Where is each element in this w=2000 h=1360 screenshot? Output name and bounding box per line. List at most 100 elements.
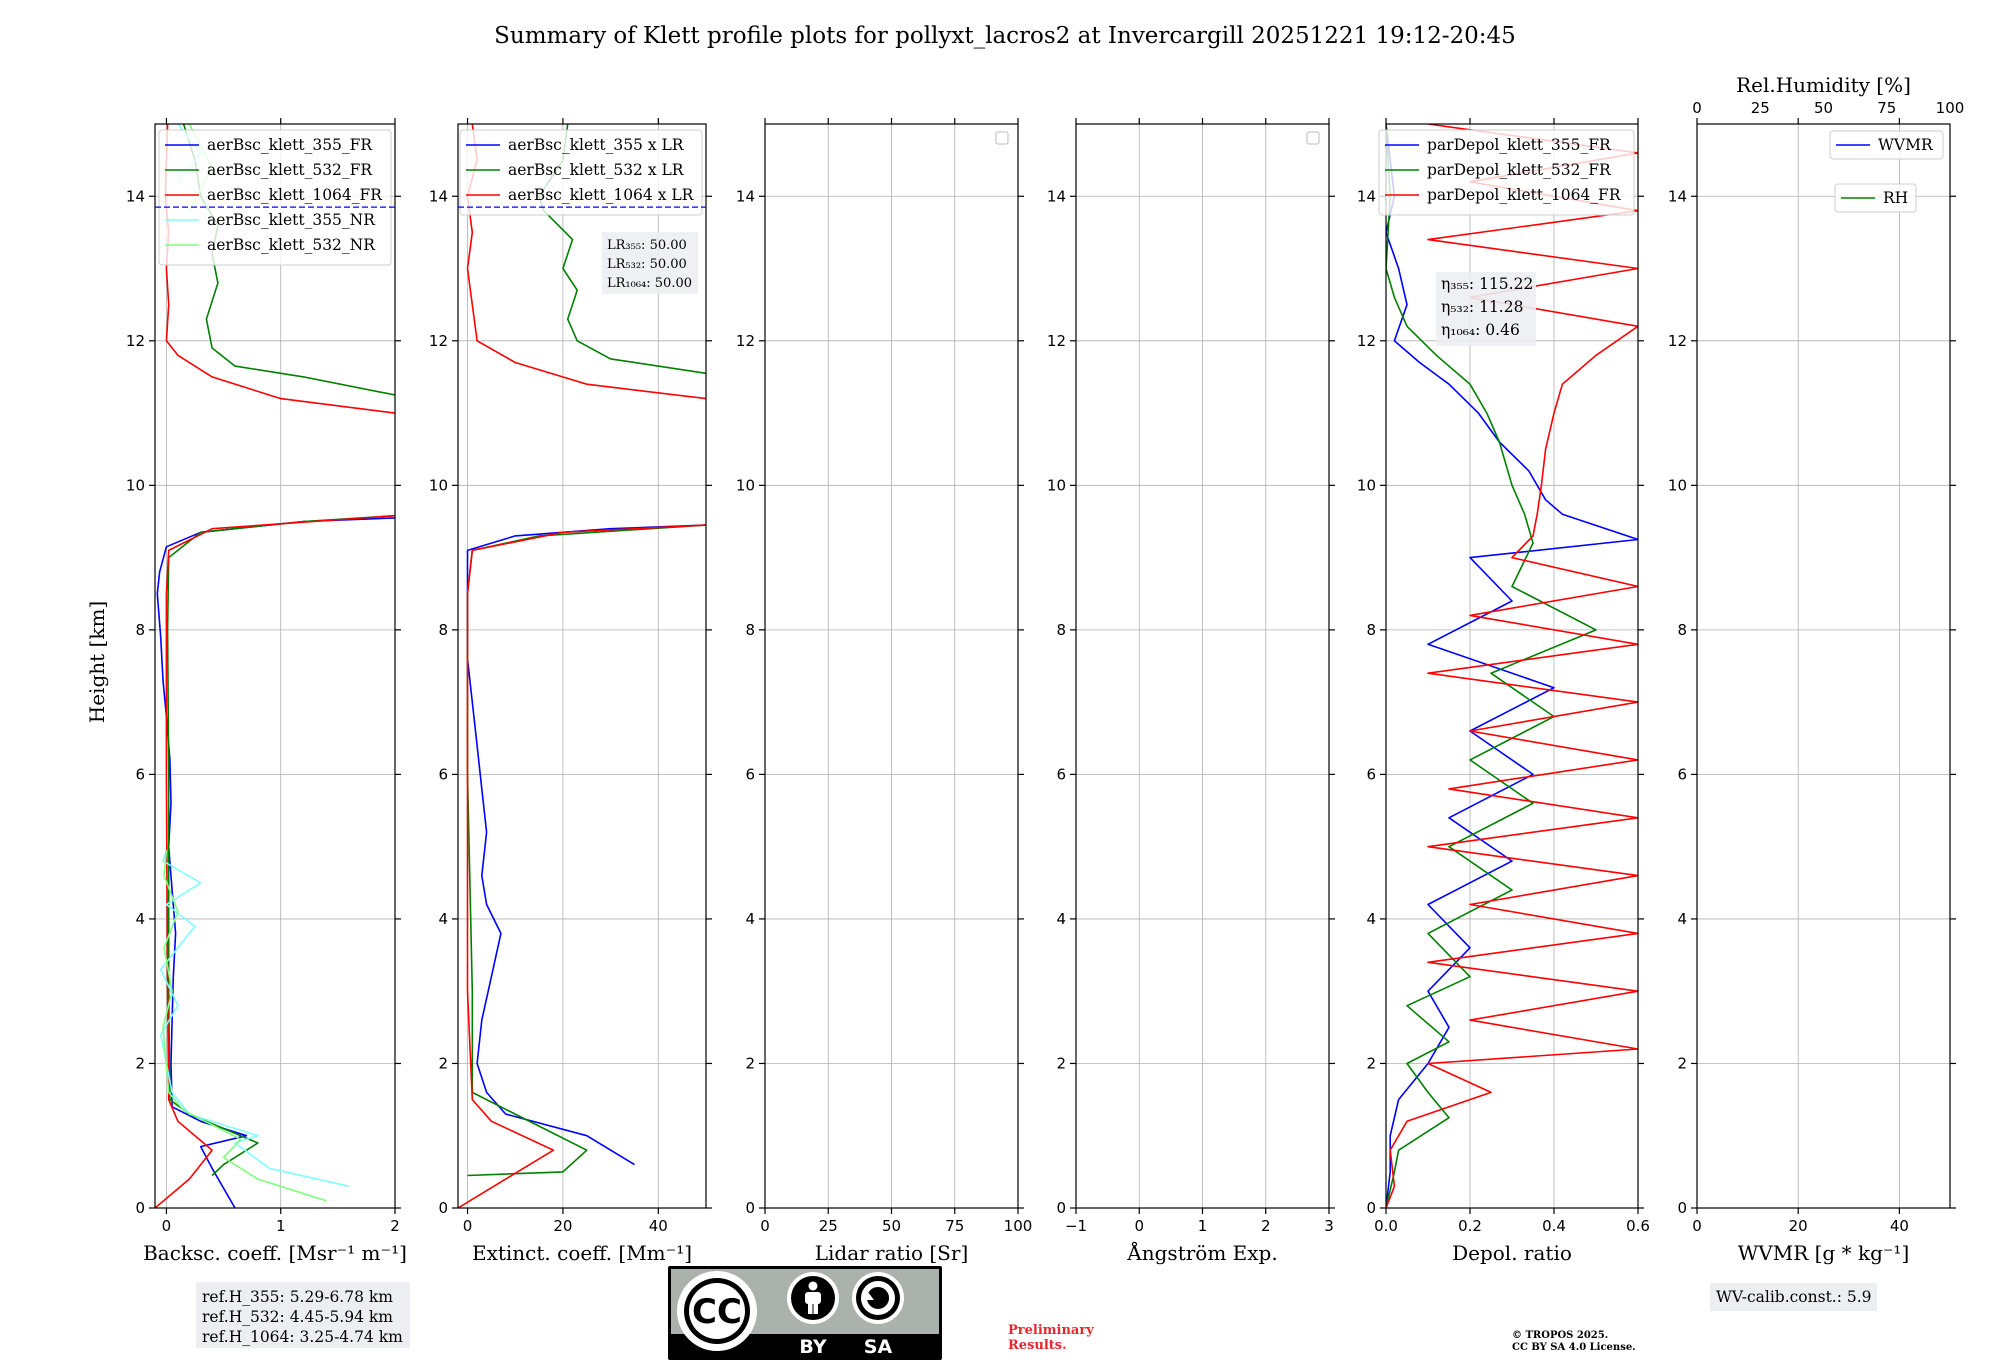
x-tick-label: 40	[1890, 1217, 1909, 1235]
y-tick-label: 14	[736, 187, 755, 205]
y-tick-label: 4	[438, 910, 448, 928]
series-line-aerBsc_klett_1064_FR	[155, 124, 395, 1208]
legend-RH: RH	[1834, 183, 1917, 213]
y-tick-label: 6	[745, 765, 755, 783]
legend-label: parDepol_klett_532_FR	[1427, 161, 1612, 179]
cc-mark: CC	[692, 1292, 742, 1332]
annotation-box	[602, 232, 698, 294]
y-tick-label: 10	[126, 476, 145, 494]
ref-height-1064: ref.H_1064: 3.25-4.74 km	[202, 1328, 403, 1346]
legend-label: parDepol_klett_355_FR	[1427, 136, 1612, 154]
legend-label: parDepol_klett_1064_FR	[1427, 186, 1622, 204]
legend-label: aerBsc_klett_532_FR	[207, 161, 373, 179]
y-tick-label: 0	[1366, 1199, 1376, 1217]
x-tick-label: 0	[760, 1217, 770, 1235]
y-tick-label: 8	[1056, 621, 1066, 639]
top-x-axis-label: Rel.Humidity [%]	[1736, 73, 1911, 97]
copyright-line2: CC BY SA 4.0 License.	[1512, 1342, 1636, 1353]
legend-box	[459, 129, 703, 216]
legend-label: aerBsc_klett_355_FR	[207, 136, 373, 154]
y-tick-label: 12	[736, 332, 755, 350]
legend-depol: parDepol_klett_355_FR parDepol_klett_532_…	[1378, 129, 1635, 216]
legend-WVMR: WVMR	[1829, 130, 1944, 160]
y-tick-label: 10	[1668, 476, 1687, 494]
annotation-line: LR₁₀₆₄: 50.00	[607, 276, 692, 291]
x-tick-label: −1	[1065, 1217, 1087, 1235]
legend-label: WVMR	[1878, 136, 1934, 154]
x-tick-label: 100	[1004, 1217, 1033, 1235]
ref-height-355: ref.H_355: 5.29-6.78 km	[202, 1288, 393, 1306]
series-line-parDepol_klett_355_FR	[1386, 124, 1638, 1208]
x-tick-label: 0.6	[1626, 1217, 1650, 1235]
x-tick-label: 0	[1134, 1217, 1144, 1235]
annotation-line: η₅₃₂: 11.28	[1441, 298, 1523, 316]
annotation-box	[1436, 272, 1536, 346]
series-line-aerBsc_klett_532_FR	[166, 124, 395, 1177]
y-tick-label: 8	[745, 621, 755, 639]
legend-label: aerBsc_klett_532_NR	[207, 236, 376, 254]
x-axis-label-depol: Depol. ratio	[1452, 1241, 1572, 1265]
y-tick-label: 0	[1677, 1199, 1687, 1217]
y-tick-label: 14	[126, 187, 145, 205]
x-tick-label: 20	[553, 1217, 572, 1235]
y-tick-label: 12	[126, 332, 145, 350]
x-tick-label: 1	[276, 1217, 286, 1235]
y-tick-label: 4	[1677, 910, 1687, 928]
y-tick-label: 14	[429, 187, 448, 205]
y-tick-label: 6	[1366, 765, 1376, 783]
legend-label: aerBsc_klett_532 x LR	[508, 161, 685, 179]
series-line-aerBsc_klett_355 x LR	[466, 524, 706, 1166]
annotation-line: LR₅₃₂: 50.00	[607, 257, 687, 272]
y-tick-label: 4	[745, 910, 755, 928]
y-tick-label: 2	[1677, 1054, 1687, 1072]
by-person-icon	[787, 1272, 839, 1324]
annotation-line: η₁₀₆₄: 0.46	[1441, 321, 1520, 339]
ref-height-532: ref.H_532: 4.45-5.94 km	[202, 1308, 393, 1326]
y-tick-label: 0	[745, 1199, 755, 1217]
legend-box	[1378, 129, 1635, 216]
top-x-tick-label: 0	[1692, 99, 1702, 117]
legend-label: aerBsc_klett_1064 x LR	[508, 186, 695, 204]
cc-by-label: BY	[799, 1336, 826, 1358]
y-tick-label: 10	[736, 476, 755, 494]
wv-calib-const: WV-calib.const.: 5.9	[1716, 1288, 1872, 1306]
panel-depol: 0.0 0.2 0.4 0.6 0 2 4 6 8 10 12 14 Depol. ratio parDe…	[1357, 118, 1650, 1265]
y-tick-label: 2	[1366, 1054, 1376, 1072]
y-tick-label: 14	[1047, 187, 1066, 205]
y-tick-label: 4	[135, 910, 145, 928]
legend-box	[1834, 183, 1917, 213]
y-tick-label: 10	[1357, 476, 1376, 494]
panel-lidar_ratio: 0 25 50 75 100 0 2 4 6 8 10 12 14 Lidar ratio [Sr]	[736, 118, 1032, 1265]
annotation-line: LR₃₅₅: 50.00	[607, 238, 687, 253]
y-tick-label: 0	[438, 1199, 448, 1217]
legend-label: RH	[1883, 189, 1908, 207]
axes-frame	[154, 123, 396, 1209]
figure-title: Summary of Klett profile plots for polly…	[494, 23, 1516, 49]
y-tick-label: 10	[429, 476, 448, 494]
y-tick-label: 12	[1668, 332, 1687, 350]
x-tick-label: 0.2	[1458, 1217, 1482, 1235]
y-tick-label: 14	[1668, 187, 1687, 205]
copyright-line1: © TROPOS 2025.	[1512, 1330, 1608, 1341]
x-tick-label: 2	[1261, 1217, 1271, 1235]
x-axis-label-lidar_ratio: Lidar ratio [Sr]	[815, 1241, 969, 1265]
y-tick-label: 8	[1366, 621, 1376, 639]
preliminary-label-line2: Results.	[1008, 1338, 1067, 1353]
cc-by-sa-logo: CC BY SA	[668, 1266, 942, 1360]
x-axis-label-wv: WVMR [g * kg⁻¹]	[1738, 1241, 1910, 1265]
y-tick-label: 6	[438, 765, 448, 783]
y-tick-label: 12	[429, 332, 448, 350]
y-tick-label: 6	[1056, 765, 1066, 783]
y-tick-label: 12	[1357, 332, 1376, 350]
legend-extinction: aerBsc_klett_355 x LR aerBsc_klett_532 x …	[459, 129, 703, 216]
ref-height-box: ref.H_355: 5.29-6.78 km ref.H_532: 4.45-…	[196, 1282, 410, 1348]
y-tick-label: 14	[1357, 187, 1376, 205]
y-axis-label: Height [km]	[85, 601, 109, 723]
y-tick-label: 8	[438, 621, 448, 639]
panel-extinction: 0 20 40 0 2 4 6 8 10 12 14 Extinct. coeff. [Mm⁻¹] ae…	[429, 118, 712, 1265]
series-line-aerBsc_klett_355_NR	[159, 124, 350, 1188]
legend-label: aerBsc_klett_355_NR	[207, 211, 376, 229]
